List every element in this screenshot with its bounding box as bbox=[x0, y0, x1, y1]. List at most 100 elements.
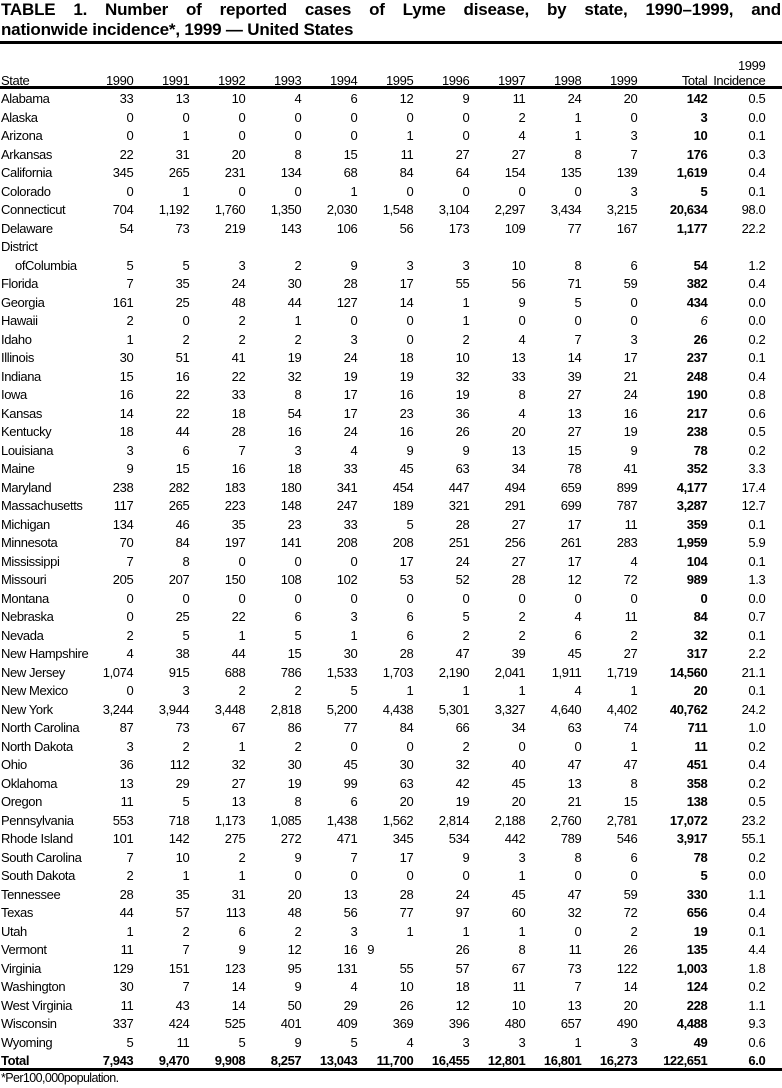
cases-1997: 56 bbox=[511, 276, 526, 291]
cases-1991: 11 bbox=[176, 1034, 190, 1050]
state-name: Rhode Island bbox=[1, 831, 73, 846]
lyme-cases-table: State 1990 1991 1992 1993 1994 1995 1996 1997 199… bbox=[1, 58, 766, 1071]
title-word: reported bbox=[219, 0, 288, 19]
cases-1998: 47 bbox=[567, 757, 582, 772]
cases-1999: 21 bbox=[623, 368, 638, 384]
state-name: Oregon bbox=[1, 794, 42, 809]
cases-1995: 84 bbox=[399, 720, 414, 735]
title-word: state, bbox=[584, 0, 628, 19]
cases-1999: 9 bbox=[630, 442, 638, 458]
cases-1990: 704 bbox=[112, 202, 134, 217]
total-cases: 26 bbox=[693, 331, 708, 347]
table-row: California 345 265 231 134 68 84 64 154 135 139 1,6… bbox=[1, 164, 766, 183]
title-word: Lyme bbox=[402, 0, 446, 19]
cases-1999: 59 bbox=[623, 886, 638, 902]
incidence: 98.0 bbox=[741, 202, 766, 217]
table-row: Utah 1 2 6 2 3 1 1 1 0 2 19 0.1 bbox=[1, 923, 766, 942]
cases-1995: 45 bbox=[399, 461, 414, 476]
cases-1999: 74 bbox=[623, 720, 638, 735]
cases-1992: 2 bbox=[238, 683, 246, 698]
cases-1993: 95 bbox=[287, 960, 302, 976]
table-row: Alabama 33 13 10 4 6 12 9 11 24 20 142 0.5 bbox=[1, 90, 766, 109]
table-row: Connecticut 704 1,192 1,760 1,350 2,030 1,548 3… bbox=[1, 201, 766, 220]
cases-1991: 57 bbox=[175, 905, 190, 920]
incidence: 17.4 bbox=[741, 479, 766, 495]
cases-1994: 29 bbox=[343, 997, 358, 1013]
cases-1995: 30 bbox=[399, 757, 414, 772]
cases-1992: 67 bbox=[231, 720, 246, 735]
cases-1996: 9 bbox=[462, 442, 470, 458]
cases-1994: 30 bbox=[343, 646, 358, 661]
cases-1995: 1 bbox=[406, 128, 414, 143]
cases-1998: 78 bbox=[567, 461, 582, 476]
table-row: Nebraska 0 25 22 6 3 6 5 2 4 11 84 0.7 bbox=[1, 608, 766, 627]
column-header-1994: 1994 bbox=[329, 73, 358, 88]
cases-1990: 36 bbox=[119, 757, 134, 772]
cases-1990: 28 bbox=[119, 886, 134, 902]
cases-1995: 4 bbox=[406, 1034, 414, 1050]
table-row: Texas 44 57 113 48 56 77 97 60 32 72 656 0.4 bbox=[1, 904, 766, 923]
cases-1992: 31 bbox=[231, 886, 246, 902]
cases-1998: 8 bbox=[574, 146, 582, 162]
cases-1992: 1,173 bbox=[214, 812, 246, 828]
table-row: Washington 30 7 14 9 4 10 18 11 7 14 124 0.2 bbox=[1, 978, 766, 997]
cases-1991: 25 bbox=[175, 609, 190, 624]
cases-1992: 0 bbox=[238, 109, 246, 125]
cases-1997: 45 bbox=[511, 886, 526, 902]
state-name: Virginia bbox=[1, 960, 41, 976]
cases-1991: 0 bbox=[182, 313, 190, 328]
table-row: Georgia 161 25 48 44 127 14 1 9 5 0 434 0.0 bbox=[1, 294, 766, 313]
incidence: 55.1 bbox=[741, 831, 766, 846]
table-row: Wyoming 5 11 5 9 5 4 3 3 1 3 49 0.6 bbox=[1, 1034, 766, 1053]
state-name: West Virginia bbox=[1, 997, 72, 1013]
incidence: 0.0 bbox=[748, 868, 766, 883]
column-header-1993: 1993 bbox=[273, 73, 302, 88]
state-name: New Hampshire bbox=[1, 646, 89, 661]
cases-1990: 238 bbox=[112, 479, 134, 495]
cases-1991: 207 bbox=[168, 572, 190, 587]
state-name: Tennessee bbox=[1, 886, 61, 902]
table-row: ofColumbia 5 5 3 2 9 3 3 10 8 6 54 1.2 bbox=[1, 257, 766, 276]
cases-1997: 0 bbox=[518, 738, 526, 754]
cases-1997: 0 bbox=[518, 183, 526, 199]
cases-1993: 180 bbox=[280, 479, 302, 495]
cases-1995: 26 bbox=[399, 997, 414, 1013]
incidence: 0.6 bbox=[748, 1034, 766, 1050]
cases-1993: 141 bbox=[280, 535, 302, 550]
cases-1997: 3 bbox=[518, 1034, 526, 1050]
cases-1990: 0 bbox=[126, 683, 134, 698]
cases-1993: 401 bbox=[280, 1016, 302, 1031]
cases-1993: 6 bbox=[294, 609, 302, 624]
cases-1994: 3 bbox=[350, 609, 358, 624]
state-name: North Dakota bbox=[1, 738, 73, 754]
column-header-total: Total bbox=[681, 73, 708, 88]
state-name: South Carolina bbox=[1, 849, 82, 865]
cases-1994: 341 bbox=[336, 479, 358, 495]
cases-1990: 9 bbox=[126, 461, 134, 476]
cases-1999: 546 bbox=[616, 831, 638, 846]
cases-1999: 20 bbox=[623, 997, 638, 1013]
cases-1996: 173 bbox=[448, 220, 470, 236]
cases-1996: 97 bbox=[455, 905, 470, 920]
cases-1996: 10 bbox=[455, 350, 470, 365]
cases-1997: 20 bbox=[511, 424, 526, 439]
cases-1994: 7 bbox=[350, 849, 358, 865]
incidence: 0.7 bbox=[748, 609, 766, 624]
cases-1996: 2,190 bbox=[438, 664, 470, 680]
cases-1991: 15 bbox=[175, 461, 190, 476]
incidence: 0.2 bbox=[748, 331, 766, 347]
cases-1998: 0 bbox=[574, 868, 582, 883]
cases-1992: 0 bbox=[238, 128, 246, 143]
incidence: 3.3 bbox=[748, 461, 766, 476]
incidence: 0.8 bbox=[748, 387, 766, 402]
cases-1995: 4,438 bbox=[382, 701, 414, 717]
cases-1991: 10 bbox=[175, 849, 190, 865]
cases-1998: 4 bbox=[574, 609, 582, 624]
cases-1997: 154 bbox=[504, 165, 526, 180]
cases-1995: 0 bbox=[406, 868, 414, 883]
cases-1992: 123 bbox=[224, 960, 246, 976]
table-row: Oklahoma 13 29 27 19 99 63 42 45 13 8 358 0.2 bbox=[1, 775, 766, 794]
cases-1991: 1 bbox=[182, 868, 190, 883]
title-word: by bbox=[546, 0, 567, 19]
cases-1990: 2 bbox=[126, 627, 134, 643]
